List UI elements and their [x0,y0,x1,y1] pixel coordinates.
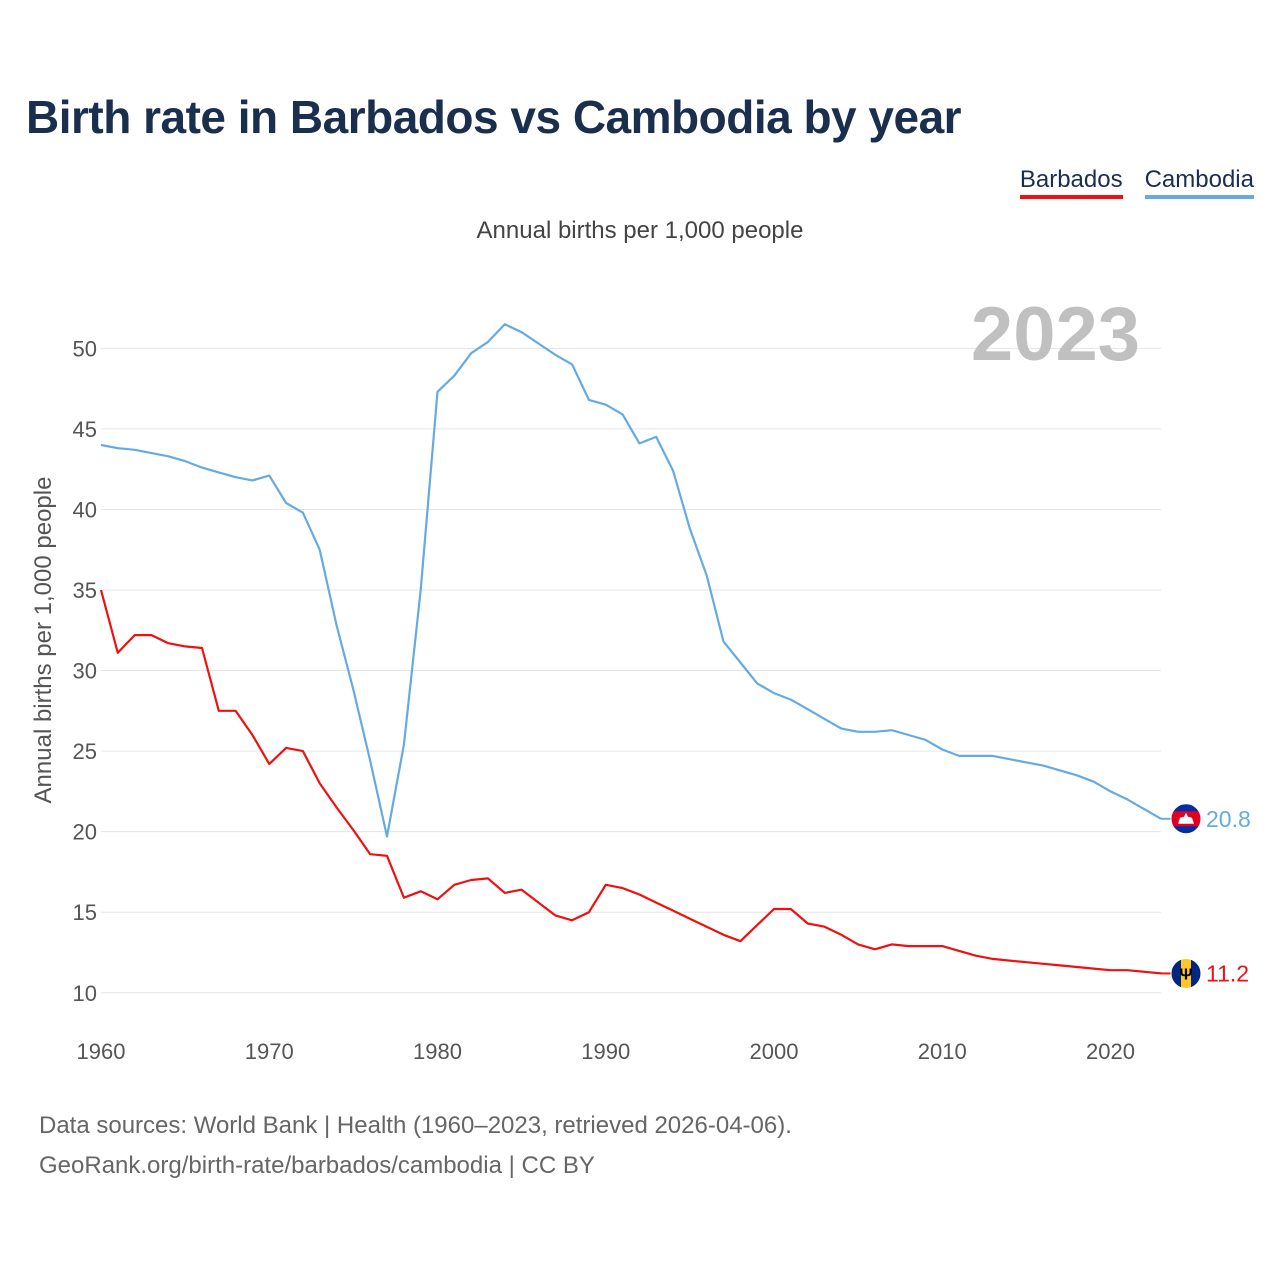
legend: Barbados Cambodia [1019,166,1254,199]
x-tick-label-2000: 2000 [750,1039,799,1064]
series-line-cambodia [100,323,1162,838]
y-tick-label-50: 50 [73,336,97,361]
y-axis-label: Annual births per 1,000 people [30,477,57,804]
series-line-barbados [99,589,1162,975]
footer: Data sources: World Bank | Health (1960–… [39,1106,792,1186]
x-tick-label-1970: 1970 [245,1039,294,1064]
x-tick-label-1980: 1980 [413,1039,462,1064]
legend-item-barbados[interactable]: Barbados [1019,166,1123,199]
x-tick-label-2020: 2020 [1086,1039,1135,1064]
x-tick-label-1960: 1960 [77,1039,126,1064]
x-tick-label-1990: 1990 [581,1039,630,1064]
x-tick-label-2010: 2010 [918,1039,967,1064]
series-endpoints: Ψ 11.2 20.8 [1161,803,1251,989]
y-tick-label-20: 20 [73,820,97,845]
y-tick-label-35: 35 [73,578,97,603]
grid-lines [101,347,1161,994]
y-tick-label-40: 40 [73,497,97,522]
footer-link[interactable]: GeoRank.org/birth-rate/barbados/cambodia… [39,1152,595,1179]
line-chart: 2023 10 15 20 25 30 35 40 45 50 1960 1970 1980 1990… [30,292,1251,1064]
y-tick-label-25: 25 [73,739,97,764]
footer-source: Data sources: World Bank | Health (1960–… [39,1112,792,1139]
y-tick-label-45: 45 [73,417,97,442]
end-value-label-barbados: 11.2 [1206,960,1249,986]
end-value-label-cambodia: 20.8 [1206,806,1251,832]
y-tick-label-10: 10 [73,981,97,1006]
chart-subtitle: Annual births per 1,000 people [476,217,804,244]
cambodia-flag-icon [1170,803,1202,835]
x-axis-ticks: 1960 1970 1980 1990 2000 2010 2020 [77,1039,1135,1064]
y-tick-label-30: 30 [73,659,97,684]
year-watermark: 2023 [971,292,1140,377]
y-tick-label-15: 15 [73,900,97,925]
legend-item-cambodia[interactable]: Cambodia [1144,166,1254,199]
series-lines [99,323,1162,975]
svg-text:Ψ: Ψ [1180,966,1193,983]
barbados-flag-icon: Ψ [1170,957,1202,989]
y-axis-ticks: 10 15 20 25 30 35 40 45 50 [73,336,97,1005]
chart-title: Birth rate in Barbados vs Cambodia by ye… [26,91,962,143]
